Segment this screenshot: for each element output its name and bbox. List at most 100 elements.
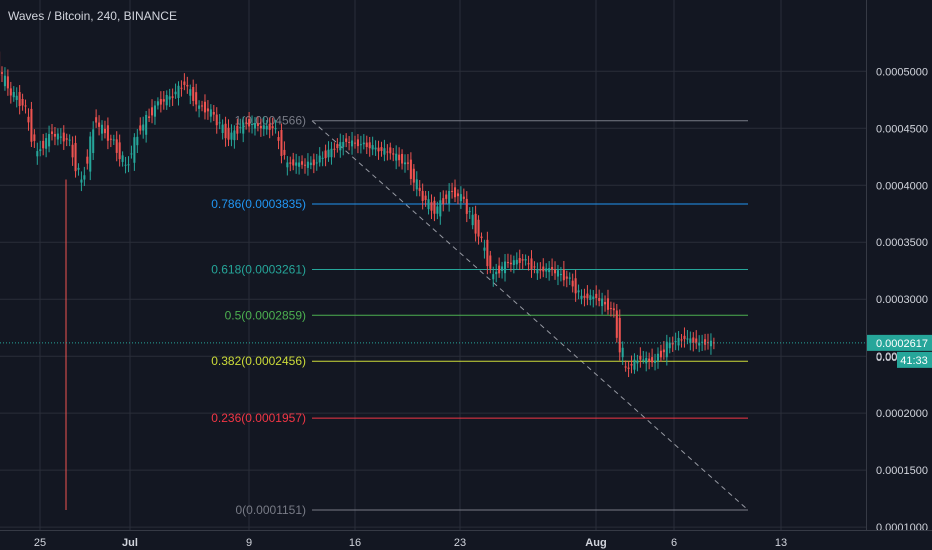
candle-body [53, 133, 56, 137]
candle-body [106, 125, 109, 141]
time-tick-label: Aug [585, 537, 606, 549]
candle-body [583, 295, 586, 298]
candle-body [359, 144, 362, 146]
candle-body [56, 133, 59, 140]
candle-body [512, 260, 515, 266]
candle-body [39, 149, 42, 152]
candle-body [280, 129, 283, 156]
candle-body [689, 338, 692, 344]
candle-body [551, 267, 554, 270]
candle-body [565, 276, 568, 279]
candle-body [492, 274, 495, 280]
candle-body [556, 270, 560, 277]
candle-body [65, 138, 68, 140]
candle-body [701, 341, 704, 343]
candle-body [365, 142, 368, 147]
candle-body [686, 338, 689, 340]
candle-body [95, 117, 98, 123]
candle-body [692, 337, 695, 343]
candle-body [18, 92, 21, 107]
price-tick-label: 0.0004500 [876, 123, 928, 135]
candle-body [459, 194, 462, 202]
fibonacci-retracement[interactable]: 1(0.0004566)0.786(0.0003835)0.618(0.0003… [211, 114, 749, 517]
price-tick-label: 0.0003500 [876, 237, 928, 249]
price-axis[interactable]: 0.0005000 0.0004500 0.0004000 0.0003500 0.00… [866, 0, 932, 550]
candle-body [206, 108, 209, 112]
partial-price-label: 0.00 [876, 352, 897, 364]
candle-body [368, 142, 371, 149]
candle-body [306, 161, 309, 168]
current-price-label: 0.0002617 [876, 338, 928, 350]
candle-body [471, 214, 474, 226]
candle-body [318, 155, 321, 163]
candle-body [606, 298, 610, 310]
candle-body [77, 167, 80, 170]
candle-body [324, 150, 327, 159]
time-tick-label: 16 [349, 537, 361, 549]
candle-body [268, 123, 271, 130]
candle-body [156, 101, 159, 106]
fib-level-label: 0.382(0.0002456) [211, 354, 306, 368]
candle-body [598, 298, 601, 301]
candle-body [303, 164, 307, 166]
candle-body [424, 195, 427, 200]
candle-body [345, 138, 348, 142]
candle-body [621, 347, 624, 358]
candle-body [142, 124, 145, 131]
candle-body [442, 198, 445, 204]
candle-body [562, 269, 565, 281]
candle-body [24, 105, 27, 107]
candle-body [627, 367, 630, 369]
candle-body [592, 296, 595, 299]
candle-body [174, 91, 177, 95]
time-tick-label: Jul [122, 537, 138, 549]
candle-body [12, 91, 15, 98]
candle-body [295, 162, 298, 166]
candle-body [201, 105, 204, 107]
time-tick-label: 13 [775, 537, 787, 549]
candle-body [548, 268, 551, 273]
candle-body [671, 342, 674, 345]
candle-body [312, 159, 315, 166]
candle-body [698, 342, 701, 346]
grid-lines [0, 0, 866, 530]
candle-body [503, 261, 507, 274]
candle-body [159, 99, 162, 105]
candle-body [501, 266, 504, 272]
candle-body [71, 144, 74, 158]
candle-body [150, 107, 154, 116]
candle-body [121, 155, 124, 162]
candle-body [356, 139, 359, 147]
candle-body [265, 125, 268, 130]
candle-body [74, 143, 77, 172]
candle-body [468, 211, 471, 213]
symbol-name[interactable]: Waves / Bitcoin [8, 9, 91, 23]
candle-body [50, 131, 54, 134]
candle-body [509, 262, 512, 265]
candle-body [248, 119, 251, 127]
candle-body [180, 87, 183, 89]
time-tick-label: 6 [671, 537, 677, 549]
candle-body [495, 271, 498, 275]
price-axis-panel [866, 0, 932, 550]
candle-body [436, 206, 439, 214]
candle-body [221, 124, 224, 134]
candle-body [683, 335, 686, 340]
candle-body [483, 247, 486, 251]
countdown-tag [897, 351, 932, 368]
candle-body [277, 137, 280, 141]
candle-body [259, 125, 262, 129]
time-axis[interactable]: 25 Jul 9 16 23 Aug 6 13 [0, 530, 932, 550]
candle-body [615, 310, 618, 338]
candle-body [662, 349, 665, 353]
candle-body [542, 266, 545, 272]
candle-body [530, 258, 533, 270]
bar-countdown-label: 41:33 [900, 355, 928, 367]
candle-body [215, 114, 218, 126]
candle-body [209, 109, 212, 117]
candle-body [474, 213, 477, 234]
fib-level-label: 0.786(0.0003835) [211, 197, 306, 211]
candle-body [203, 101, 207, 113]
candle-body [624, 366, 627, 368]
